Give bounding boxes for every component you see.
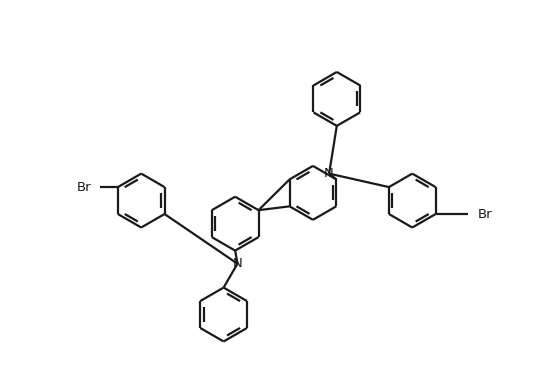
Text: Br: Br: [478, 208, 492, 220]
Text: N: N: [324, 167, 334, 180]
Text: Br: Br: [76, 180, 91, 194]
Text: N: N: [233, 257, 242, 270]
